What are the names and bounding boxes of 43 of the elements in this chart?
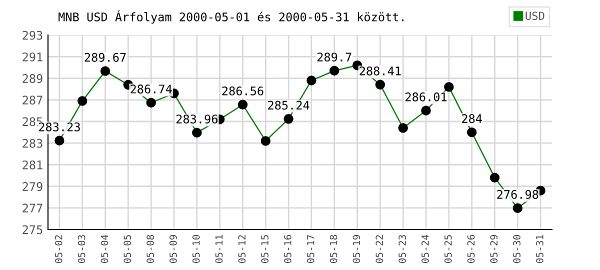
x-tick-label: 05-26 [467, 234, 475, 263]
x-tick-label: 05-12 [238, 235, 246, 263]
x-tick-label: 05-17 [306, 235, 314, 263]
x-tick-label: 05-29 [490, 235, 498, 263]
x-tick-label: 05-16 [284, 234, 292, 263]
data-label: 284 [462, 114, 482, 124]
x-tick-label: 05-23 [398, 235, 406, 263]
x-tick-label: 05-10 [192, 234, 200, 263]
y-tick-label: 283 [22, 138, 42, 148]
x-tick-label: 05-11 [215, 235, 223, 263]
x-tick-label: 05-19 [352, 235, 360, 263]
x-tick-label: 05-04 [100, 234, 108, 263]
y-tick-label: 289 [22, 74, 42, 83]
x-tick-label: 05-22 [376, 235, 384, 263]
x-tick-label: 05-24 [421, 234, 429, 263]
data-label: 288.41 [360, 66, 401, 76]
x-tick-label: 05-30 [513, 234, 520, 263]
y-tick-label: 293 [22, 30, 42, 40]
x-tick-label: 05-15 [261, 235, 268, 263]
chart-title: MNB USD Árfolyam 2000-05-01 és 2000-05-31 között. [58, 10, 404, 24]
y-tick-label: 277 [22, 204, 42, 212]
x-tick-label: 05-09 [169, 235, 177, 263]
y-tick-label: 279 [22, 182, 42, 191]
data-label: 286.01 [406, 92, 447, 102]
data-label: 276.98 [497, 190, 538, 199]
data-label: 286.74 [130, 84, 172, 94]
x-tick-label: 05-08 [146, 234, 154, 263]
x-tick-label: 05-03 [78, 235, 86, 263]
x-tick-label: 05-02 [54, 235, 62, 263]
x-tick-label: 05-05 [124, 235, 132, 263]
x-tick-label: 05-25 [444, 235, 452, 263]
y-tick-label: 291 [22, 52, 42, 62]
data-label: 286.56 [222, 86, 264, 96]
data-label: 283.96 [176, 114, 218, 124]
x-tick-label: 05-18 [330, 234, 338, 263]
x-tick-label: 05-31 [536, 235, 544, 263]
y-tick-label: 287 [22, 96, 42, 105]
y-tick-label: 281 [22, 160, 42, 170]
data-label: 289.7 [317, 52, 352, 62]
data-label: 285.24 [268, 100, 310, 110]
y-tick-label: 275 [22, 225, 42, 234]
data-label: 289.67 [84, 52, 126, 62]
legend-label: USD [526, 12, 544, 20]
